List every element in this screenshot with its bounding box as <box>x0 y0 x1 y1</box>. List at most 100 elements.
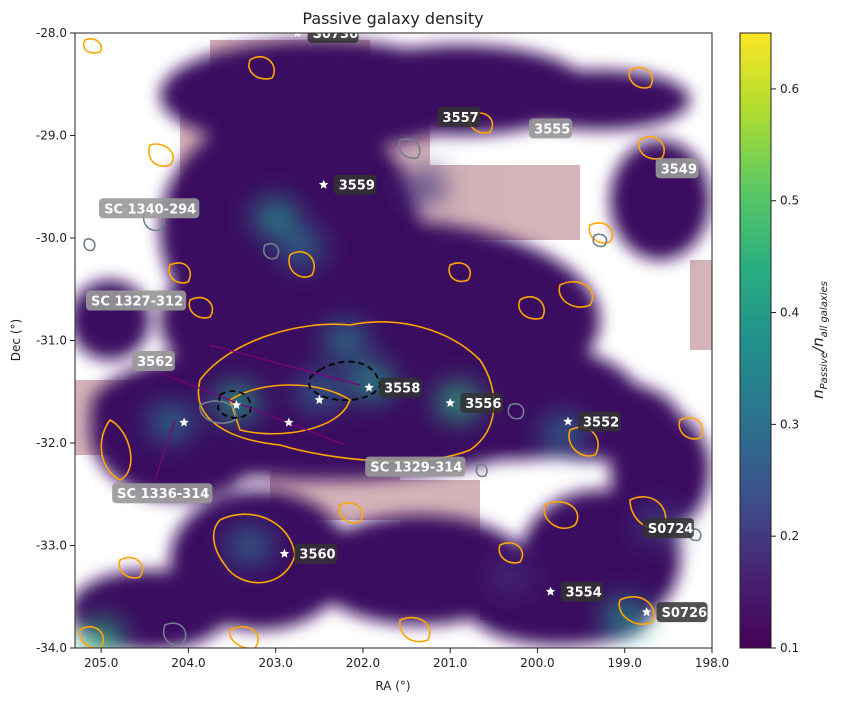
dashed-contours <box>217 360 381 419</box>
cluster-star-marker <box>314 394 325 404</box>
colorbar-tick-label: 0.4 <box>780 306 799 320</box>
chart-title: Passive galaxy density <box>302 9 483 28</box>
plot-area: S0736 3557 3555 3549 3559 SC 1340-294 SC 1327-… <box>75 27 712 648</box>
cluster-label-box <box>85 290 187 311</box>
cluster-label-text: SC 1340-294 <box>104 202 196 217</box>
x-tick-label: 199.0 <box>608 656 642 670</box>
cluster-star-marker <box>364 382 374 392</box>
density-peak <box>148 404 193 441</box>
cluster-label-text: SC 1327-312 <box>91 295 183 310</box>
cluster-label: S0736 <box>307 27 359 43</box>
density-peak <box>402 168 447 205</box>
density-field <box>75 40 710 648</box>
colorbar-tick-label: 0.1 <box>780 641 799 655</box>
cluster-star-marker <box>545 586 556 596</box>
x-tick-label: 203.0 <box>259 656 293 670</box>
cluster-star-marker <box>445 398 455 408</box>
cluster-label: 3549 <box>655 158 699 179</box>
purple-lines <box>154 344 361 481</box>
y-tick-label: -28.0 <box>36 26 67 40</box>
cluster-label-text: 3560 <box>299 548 335 563</box>
cluster-label-text: 3554 <box>566 586 602 601</box>
cluster-label-text: 3552 <box>583 415 619 430</box>
y-tick-label: -31.0 <box>36 334 67 348</box>
cluster-label-text: 3558 <box>384 382 420 397</box>
cluster-label-box <box>656 602 708 623</box>
cluster-star-marker <box>641 607 652 617</box>
cluster-label-box <box>655 158 699 179</box>
density-peak <box>253 199 298 236</box>
y-tick-label: -34.0 <box>36 641 67 655</box>
cluster-star-marker <box>179 417 189 427</box>
x-axis-label: RA (°) <box>375 679 410 693</box>
colorbar-label: nPassive/nall galaxies <box>809 281 830 399</box>
cluster-label-box <box>529 118 572 139</box>
cluster-star-marker <box>279 548 290 558</box>
x-tick-label: 204.0 <box>171 656 205 670</box>
y-tick-label: -30.0 <box>36 231 67 245</box>
cluster-label-text: S0724 <box>648 522 694 537</box>
cluster-label-text: 3556 <box>465 397 501 412</box>
cluster-label-box <box>333 174 377 195</box>
cluster-label: 3557 <box>437 107 481 128</box>
cluster-label-text: SC 1329-314 <box>370 461 462 476</box>
cluster-label-box <box>578 411 621 432</box>
density-peak <box>297 373 342 410</box>
cluster-label-box <box>307 33 359 43</box>
cluster-label: 3552 <box>578 411 621 432</box>
cluster-label: 3559 <box>333 174 377 195</box>
x-tick-label: 201.0 <box>433 656 467 670</box>
density-peak <box>323 322 368 359</box>
cluster-label: 3562 <box>132 351 175 371</box>
cluster-label: SC 1340-294 <box>99 198 200 219</box>
cluster-label: 3554 <box>560 581 604 602</box>
cluster-label-box <box>294 543 338 564</box>
cluster-label-box <box>365 456 466 477</box>
y-axis-label: Dec (°) <box>9 319 23 361</box>
cluster-label: 3560 <box>294 543 338 564</box>
colorbar: 0.1 0.2 0.3 0.4 0.5 0.6 nPassive/nall galaxie… <box>739 32 830 655</box>
cluster-label: 3556 <box>460 393 504 414</box>
colorbar-tick-label: 0.6 <box>780 82 799 96</box>
colorbar-tick-label: 0.2 <box>780 529 799 543</box>
density-peak <box>489 558 534 595</box>
y-tick-label: -29.0 <box>36 129 67 143</box>
colorbar-ticks: 0.1 0.2 0.3 0.4 0.5 0.6 <box>771 82 799 655</box>
cluster-label-text: 3562 <box>137 355 173 370</box>
cluster-star-marker <box>294 33 301 37</box>
x-axis: 205.0 204.0 203.0 202.0 201.0 200.0 199.0 198.0 <box>84 648 729 670</box>
cluster-label-box <box>642 518 694 539</box>
cluster-star-marker <box>563 416 573 426</box>
cluster-star-marker <box>318 179 329 189</box>
colorbar-gradient <box>739 32 772 649</box>
cluster-label: SC 1327-312 <box>85 290 187 311</box>
cluster-label-box <box>437 107 481 128</box>
cluster-label-box <box>460 393 504 414</box>
cluster-label-box <box>379 377 422 398</box>
cluster-label: SC 1329-314 <box>365 456 466 477</box>
cluster-label-box <box>560 581 604 602</box>
density-peak <box>541 414 586 451</box>
cluster-label: S0724 <box>642 518 694 539</box>
cluster-label: 3558 <box>379 377 422 398</box>
density-peak <box>227 527 272 564</box>
y-tick-label: -33.0 <box>36 539 67 553</box>
y-axis: -28.0 -29.0 -30.0 -31.0 -32.0 -33.0 -34.0 <box>36 26 75 655</box>
colorbar-tick-label: 0.3 <box>780 417 799 431</box>
cluster-label-box <box>132 351 175 371</box>
cluster-label-text: 3559 <box>339 179 375 194</box>
colorbar-tick-label: 0.5 <box>780 194 799 208</box>
cluster-label: 3555 <box>529 118 572 139</box>
cluster-label-text: S0726 <box>662 606 708 621</box>
cluster-markers <box>179 33 652 617</box>
cluster-star-marker <box>284 417 294 427</box>
cluster-label-text: SC 1336-314 <box>117 487 209 502</box>
x-tick-label: 205.0 <box>84 656 118 670</box>
cluster-label-text: 3549 <box>661 162 697 177</box>
density-peak <box>279 230 324 267</box>
y-tick-label: -32.0 <box>36 436 67 450</box>
cluster-label-text: S0736 <box>313 27 359 42</box>
x-tick-label: 202.0 <box>346 656 380 670</box>
cluster-label: SC 1336-314 <box>112 483 213 504</box>
cluster-annotations: S0736 3557 3555 3549 3559 SC 1340-294 SC 1327-… <box>85 27 708 623</box>
